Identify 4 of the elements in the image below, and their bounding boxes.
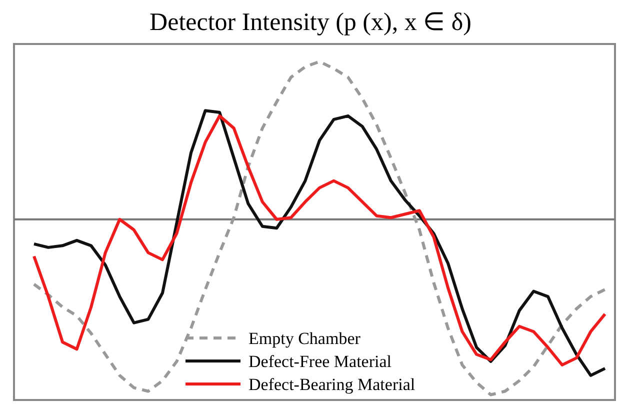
legend-label: Defect-Bearing Material	[248, 375, 416, 394]
chart-title: Detector Intensity (p (x), x ∈ δ)	[150, 9, 472, 36]
legend-label: Empty Chamber	[248, 329, 361, 348]
legend-label: Defect-Free Material	[248, 352, 392, 371]
